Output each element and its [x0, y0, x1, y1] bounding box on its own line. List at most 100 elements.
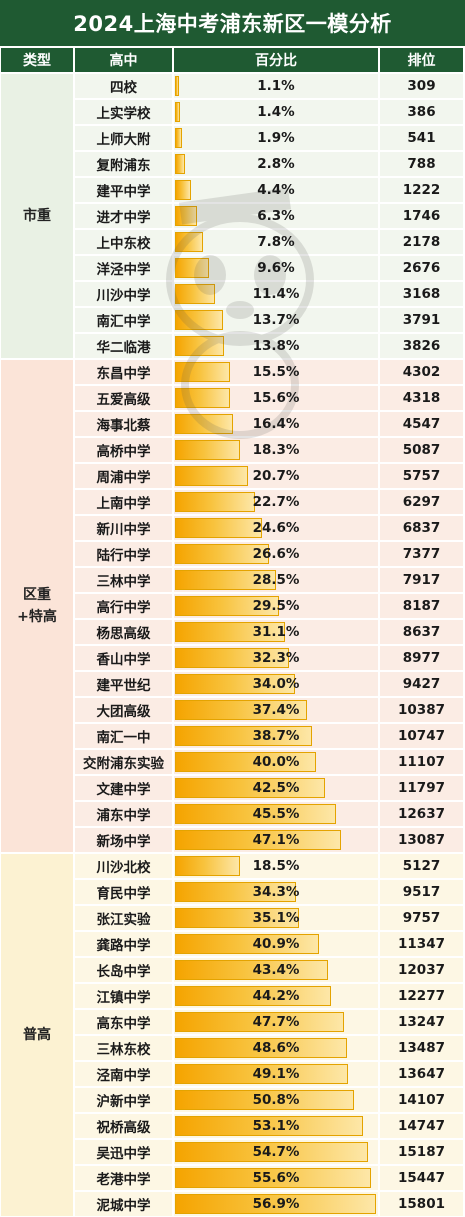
table-row: 新场中学 47.1% 13087	[75, 828, 463, 852]
table-row: 育民中学 34.3% 9517	[75, 880, 463, 904]
percent-cell: 48.6%	[174, 1036, 378, 1060]
percent-cell: 42.5%	[174, 776, 378, 800]
percent-label: 16.4%	[252, 416, 300, 432]
percent-bar	[175, 310, 224, 330]
rank-cell: 8977	[380, 646, 463, 670]
percent-cell: 40.9%	[174, 932, 378, 956]
school-name-cell: 育民中学	[75, 880, 172, 904]
percent-bar	[175, 622, 285, 642]
percent-label: 48.6%	[252, 1040, 300, 1056]
percent-bar	[175, 154, 185, 174]
group-type-cell: 普高	[1, 854, 73, 1216]
school-name-cell: 洋泾中学	[75, 256, 172, 280]
rank-cell: 1222	[380, 178, 463, 202]
table-row: 祝桥高级 53.1% 14747	[75, 1114, 463, 1138]
table-row: 复附浦东 2.8% 788	[75, 152, 463, 176]
table-row: 泥城中学 56.9% 15801	[75, 1192, 463, 1216]
percent-bar	[175, 674, 296, 694]
percent-bar	[175, 206, 198, 226]
percent-cell: 29.5%	[174, 594, 378, 618]
rank-cell: 3826	[380, 334, 463, 358]
percent-bar	[175, 934, 320, 954]
school-name-cell: 海事北蔡	[75, 412, 172, 436]
percent-bar	[175, 986, 332, 1006]
percent-bar	[175, 518, 262, 538]
table-row: 交附浦东实验 40.0% 11107	[75, 750, 463, 774]
percent-cell: 11.4%	[174, 282, 378, 306]
percent-label: 4.4%	[257, 182, 295, 198]
school-name-cell: 泥城中学	[75, 1192, 172, 1216]
percent-bar	[175, 960, 329, 980]
percent-label: 15.5%	[252, 364, 300, 380]
percent-bar	[175, 830, 342, 850]
rank-cell: 4318	[380, 386, 463, 410]
percent-cell: 26.6%	[174, 542, 378, 566]
percent-bar	[175, 284, 216, 304]
table-row: 江镇中学 44.2% 12277	[75, 984, 463, 1008]
percent-bar	[175, 258, 209, 278]
rank-cell: 8187	[380, 594, 463, 618]
percent-cell: 18.3%	[174, 438, 378, 462]
rank-cell: 15801	[380, 1192, 463, 1216]
percent-bar	[175, 856, 241, 876]
table-row: 东昌中学 15.5% 4302	[75, 360, 463, 384]
rank-cell: 10747	[380, 724, 463, 748]
school-name-cell: 陆行中学	[75, 542, 172, 566]
school-name-cell: 周浦中学	[75, 464, 172, 488]
percent-cell: 2.8%	[174, 152, 378, 176]
school-name-cell: 建平世纪	[75, 672, 172, 696]
rank-cell: 788	[380, 152, 463, 176]
rank-cell: 9427	[380, 672, 463, 696]
percent-bar	[175, 388, 231, 408]
percent-cell: 37.4%	[174, 698, 378, 722]
table-row: 高东中学 47.7% 13247	[75, 1010, 463, 1034]
percent-label: 34.0%	[252, 676, 300, 692]
school-name-cell: 四校	[75, 74, 172, 98]
percent-cell: 1.9%	[174, 126, 378, 150]
percent-cell: 1.4%	[174, 100, 378, 124]
percent-label: 2.8%	[257, 156, 295, 172]
rank-cell: 1746	[380, 204, 463, 228]
rank-cell: 14107	[380, 1088, 463, 1112]
percent-label: 35.1%	[252, 910, 300, 926]
rank-cell: 11797	[380, 776, 463, 800]
rank-cell: 12637	[380, 802, 463, 826]
table-row: 上南中学 22.7% 6297	[75, 490, 463, 514]
table-row: 上实学校 1.4% 386	[75, 100, 463, 124]
school-name-cell: 文建中学	[75, 776, 172, 800]
percent-cell: 43.4%	[174, 958, 378, 982]
percent-cell: 53.1%	[174, 1114, 378, 1138]
percent-cell: 6.3%	[174, 204, 378, 228]
percent-label: 7.8%	[257, 234, 295, 250]
percent-bar	[175, 180, 191, 200]
rank-cell: 5757	[380, 464, 463, 488]
percent-cell: 38.7%	[174, 724, 378, 748]
table-row: 周浦中学 20.7% 5757	[75, 464, 463, 488]
percent-label: 49.1%	[252, 1066, 300, 1082]
percent-cell: 4.4%	[174, 178, 378, 202]
table-row: 高行中学 29.5% 8187	[75, 594, 463, 618]
percent-bar	[175, 1168, 372, 1188]
percent-label: 28.5%	[252, 572, 300, 588]
school-name-cell: 南汇一中	[75, 724, 172, 748]
table-row: 四校 1.1% 309	[75, 74, 463, 98]
table-row: 大团高级 37.4% 10387	[75, 698, 463, 722]
table-row: 海事北蔡 16.4% 4547	[75, 412, 463, 436]
percent-label: 32.3%	[252, 650, 300, 666]
percent-bar	[175, 726, 312, 746]
percent-bar	[175, 128, 182, 148]
percent-cell: 1.1%	[174, 74, 378, 98]
percent-bar	[175, 336, 224, 356]
percent-bar	[175, 1012, 344, 1032]
rank-cell: 12037	[380, 958, 463, 982]
rank-cell: 13087	[380, 828, 463, 852]
header-percent: 百分比	[174, 48, 378, 72]
table-row: 上中东校 7.8% 2178	[75, 230, 463, 254]
percent-cell: 44.2%	[174, 984, 378, 1008]
table-row: 龚路中学 40.9% 11347	[75, 932, 463, 956]
percent-cell: 47.7%	[174, 1010, 378, 1034]
percent-cell: 7.8%	[174, 230, 378, 254]
school-name-cell: 东昌中学	[75, 360, 172, 384]
percent-cell: 28.5%	[174, 568, 378, 592]
table-row: 南汇一中 38.7% 10747	[75, 724, 463, 748]
